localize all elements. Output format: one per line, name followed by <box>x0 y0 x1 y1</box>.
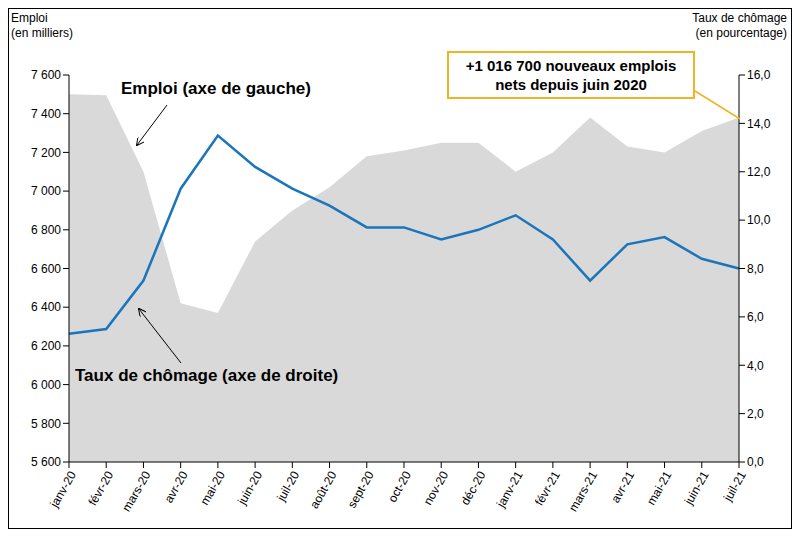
svg-text:6 400: 6 400 <box>31 300 61 314</box>
svg-text:6 800: 6 800 <box>31 223 61 237</box>
svg-text:7 000: 7 000 <box>31 184 61 198</box>
svg-text:6,0: 6,0 <box>747 310 764 324</box>
svg-text:oct-20: oct-20 <box>385 468 414 504</box>
svg-text:avr-21: avr-21 <box>608 468 637 505</box>
svg-text:4,0: 4,0 <box>747 359 764 373</box>
html-text:Taux de chômage (en pourcentag: Taux de chômage (en pourcentage) <box>692 11 787 40</box>
svg-text:nov-20: nov-20 <box>421 468 452 507</box>
html-text:Emploi (en milliers): Emploi (en milliers) <box>11 11 73 40</box>
svg-text:mars-20: mars-20 <box>119 468 153 513</box>
svg-text:mars-21: mars-21 <box>566 468 600 513</box>
svg-text:févr-21: févr-21 <box>532 468 563 508</box>
svg-text:juil-21: juil-21 <box>720 468 749 504</box>
html-text:Taux de chômage (axe de droite: Taux de chômage (axe de droite) <box>75 366 339 385</box>
svg-text:juin-21: juin-21 <box>681 468 712 507</box>
svg-text:févr-20: févr-20 <box>85 468 116 508</box>
html-text:+1 016 700 nouveaux emplois ne: +1 016 700 nouveaux emplois nets depuis … <box>465 57 677 93</box>
svg-text:6 600: 6 600 <box>31 262 61 276</box>
svg-text:mai-20: mai-20 <box>197 468 228 507</box>
svg-text:16,0: 16,0 <box>747 68 771 82</box>
svg-text:7 200: 7 200 <box>31 146 61 160</box>
svg-text:avr-20: avr-20 <box>162 468 191 505</box>
html-text:Emploi (axe de gauche): Emploi (axe de gauche) <box>121 79 311 98</box>
svg-text:mai-21: mai-21 <box>644 468 675 507</box>
svg-text:14,0: 14,0 <box>747 117 771 131</box>
svg-text:5 800: 5 800 <box>31 417 61 431</box>
svg-text:janv-21: janv-21 <box>493 468 525 510</box>
svg-text:janv-20: janv-20 <box>47 468 79 510</box>
svg-text:7 600: 7 600 <box>31 68 61 82</box>
svg-text:2,0: 2,0 <box>747 407 764 421</box>
svg-text:sept-20: sept-20 <box>345 468 377 510</box>
svg-text:juil-20: juil-20 <box>274 468 303 504</box>
svg-text:août-20: août-20 <box>307 468 340 511</box>
svg-text:0,0: 0,0 <box>747 455 764 469</box>
svg-text:déc-20: déc-20 <box>458 468 489 507</box>
svg-text:8,0: 8,0 <box>747 262 764 276</box>
svg-text:6 200: 6 200 <box>31 339 61 353</box>
svg-text:12,0: 12,0 <box>747 165 771 179</box>
svg-text:juin-20: juin-20 <box>234 468 265 507</box>
svg-text:7 400: 7 400 <box>31 107 61 121</box>
svg-text:5 600: 5 600 <box>31 455 61 469</box>
svg-text:6 000: 6 000 <box>31 378 61 392</box>
svg-text:10,0: 10,0 <box>747 213 771 227</box>
